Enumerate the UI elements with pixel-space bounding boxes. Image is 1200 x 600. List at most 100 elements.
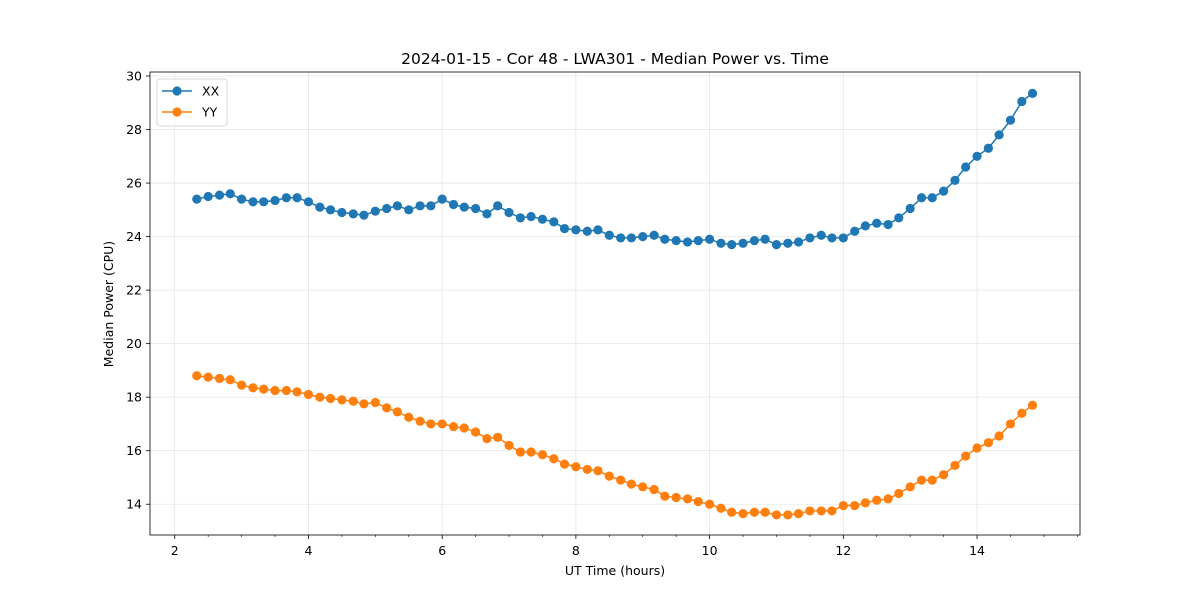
data-point-yy (392, 407, 402, 417)
data-point-yy (270, 385, 280, 396)
y-tick-label: 30 (126, 69, 142, 84)
data-point-xx (1017, 96, 1027, 107)
data-point-xx (994, 130, 1004, 140)
data-point-yy (404, 412, 414, 422)
data-point-xx (504, 207, 514, 218)
data-point-xx (693, 236, 703, 246)
data-point-xx (292, 193, 302, 203)
data-point-xx (382, 203, 392, 214)
data-point-xx (1005, 115, 1016, 125)
data-point-yy (225, 375, 235, 385)
data-point-yy (783, 510, 793, 520)
data-point-yy (203, 372, 213, 382)
data-point-xx (738, 238, 748, 248)
data-point-yy (1005, 419, 1016, 429)
legend-marker (172, 107, 182, 117)
data-point-yy (961, 451, 971, 461)
data-point-xx (872, 218, 882, 228)
data-point-yy (771, 510, 782, 520)
data-point-yy (983, 438, 994, 448)
data-point-xx (493, 201, 503, 211)
data-point-yy (727, 507, 737, 517)
data-point-xx (337, 207, 347, 218)
data-point-yy (604, 471, 614, 481)
data-point-yy (348, 396, 358, 406)
data-point-xx (727, 240, 737, 250)
plot-frame (149, 71, 1081, 536)
data-point-xx (515, 213, 525, 223)
x-tick-label: 4 (304, 543, 312, 558)
data-point-yy (1027, 400, 1038, 410)
y-tick-label: 28 (126, 122, 142, 137)
data-point-yy (760, 507, 770, 517)
data-point-yy (459, 423, 469, 433)
data-point-xx (749, 236, 759, 246)
data-point-yy (749, 507, 759, 517)
data-point-xx (716, 238, 726, 248)
data-point-yy (559, 459, 570, 469)
data-point-yy (359, 399, 369, 409)
data-point-yy (370, 397, 380, 408)
data-point-yy (905, 482, 915, 492)
data-point-xx (939, 186, 949, 196)
data-point-xx (248, 197, 258, 207)
data-point-xx (894, 213, 904, 223)
data-point-yy (950, 460, 960, 471)
data-point-yy (493, 432, 503, 442)
data-point-xx (259, 197, 269, 207)
data-point-xx (783, 238, 793, 248)
grid (150, 72, 1080, 535)
data-point-xx (916, 193, 927, 203)
data-point-xx (850, 226, 860, 236)
data-point-yy (872, 495, 882, 505)
data-point-xx (325, 205, 336, 215)
data-point-yy (582, 464, 592, 475)
y-tick-label: 18 (126, 390, 142, 405)
data-point-xx (348, 209, 358, 219)
data-point-yy (236, 380, 247, 390)
legend-label: YY (201, 105, 218, 120)
data-point-xx (950, 175, 960, 185)
data-point-xx (225, 189, 235, 199)
x-tick-label: 2 (171, 543, 179, 558)
data-point-yy (626, 479, 636, 489)
data-point-xx (682, 237, 693, 247)
data-point-yy (448, 422, 459, 432)
data-point-yy (192, 371, 202, 381)
data-point-yy (883, 494, 893, 504)
data-point-xx (303, 197, 314, 207)
data-point-yy (972, 443, 982, 453)
data-point-xx (415, 201, 425, 211)
data-point-xx (626, 233, 636, 243)
data-series (192, 88, 1038, 520)
data-point-yy (549, 454, 559, 464)
data-point-yy (471, 427, 481, 437)
x-tick-label: 14 (969, 543, 985, 558)
data-point-xx (437, 194, 447, 204)
series-line-xx (196, 92, 1033, 246)
data-point-xx (392, 201, 402, 211)
data-point-yy (671, 492, 681, 503)
x-axis-label: UT Time (hours) (565, 563, 665, 578)
data-point-xx (961, 162, 971, 172)
data-point-xx (559, 223, 570, 234)
data-point-xx (426, 201, 436, 211)
data-point-yy (504, 440, 514, 450)
data-point-yy (638, 482, 648, 492)
data-point-yy (827, 506, 837, 516)
data-point-yy (593, 466, 603, 476)
data-point-yy (214, 373, 225, 384)
data-point-yy (482, 434, 492, 444)
data-point-xx (671, 236, 681, 246)
data-point-xx (370, 206, 380, 216)
data-point-yy (616, 475, 626, 485)
data-point-xx (604, 230, 614, 240)
data-point-yy (850, 500, 860, 511)
data-point-yy (816, 506, 826, 516)
x-tick-label: 10 (702, 543, 718, 558)
y-tick-label: 24 (126, 229, 142, 244)
data-point-xx (281, 193, 291, 203)
y-tick-label: 20 (126, 336, 142, 351)
data-point-xx (404, 205, 414, 215)
data-point-yy (916, 475, 927, 485)
